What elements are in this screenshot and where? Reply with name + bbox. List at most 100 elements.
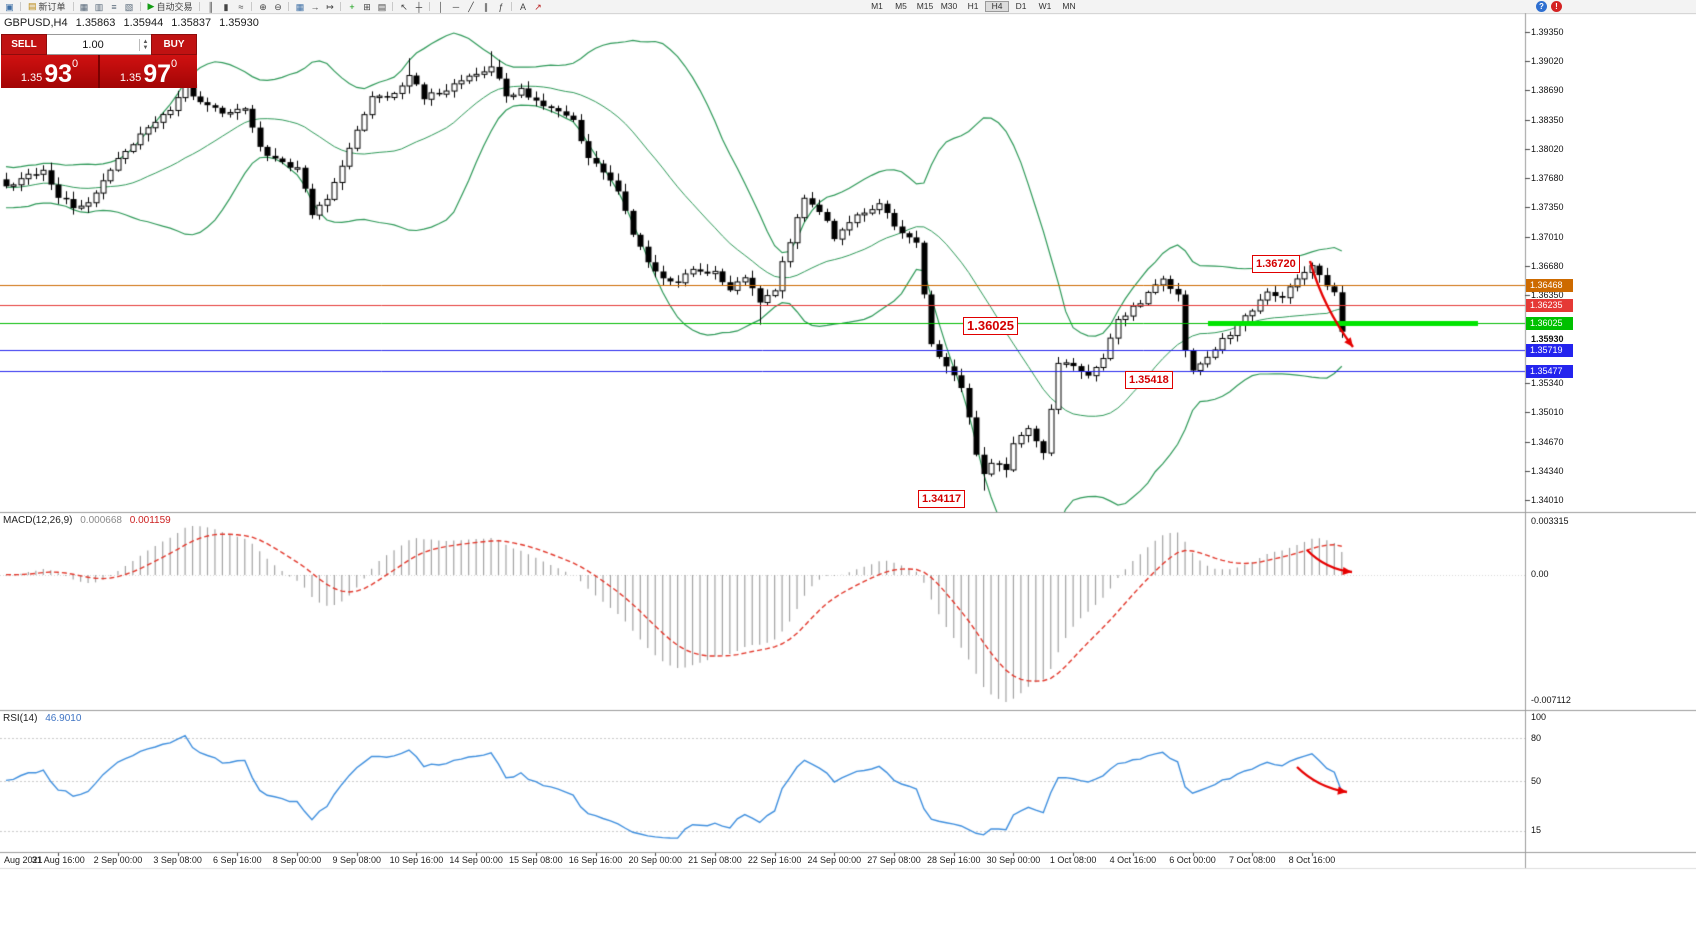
- tile-windows-icon[interactable]: ▦: [292, 1, 307, 13]
- toolbar-separator: [72, 2, 74, 11]
- help-icon[interactable]: ?: [1536, 1, 1547, 12]
- fibonacci-icon[interactable]: ƒ: [493, 1, 508, 13]
- quote-header: GBPUSD,H4 1.35863 1.35944 1.35837 1.3593…: [4, 17, 264, 29]
- timeframe-m15-button[interactable]: M15: [916, 1, 934, 11]
- auto-scroll-icon: →: [310, 1, 320, 12]
- buy-button[interactable]: BUY: [151, 34, 197, 55]
- crosshair-icon[interactable]: ┼: [411, 1, 426, 13]
- equidistant-channel-icon[interactable]: ∥: [478, 1, 493, 13]
- autotrading-button-label: 自动交易: [156, 2, 193, 12]
- terminal-icon: ▧: [124, 1, 134, 12]
- timeframe-h1-button[interactable]: H1: [967, 1, 979, 11]
- zoom-out-icon: ⊖: [274, 1, 282, 12]
- sell-button[interactable]: SELL: [1, 34, 47, 55]
- main-toolbar: ▣ ▤ 新订单 ▦ ▥ ≡ ▧ ▶ 自动交易 ║ ▮ ≈ ⊕ ⊖ ▦ → ↦ + ⊞ ▤ ↖ ┼ │ ─ ╱ ∥ ƒ A ↗: [0, 0, 1696, 13]
- horizontal-line-icon[interactable]: ─: [448, 1, 463, 13]
- zoom-in-icon: ⊕: [259, 1, 267, 12]
- vertical-line-icon: │: [438, 1, 444, 12]
- market-watch-icon: ▦: [79, 1, 89, 12]
- toolbar-separator: [139, 2, 141, 11]
- quote-low: 1.35837: [171, 17, 212, 29]
- equidistant-channel-icon: ∥: [483, 1, 489, 12]
- templates-icon[interactable]: ▤: [374, 1, 389, 13]
- new-chart-icon: ▣: [5, 1, 14, 12]
- toolbar-separator: [511, 2, 513, 11]
- line-chart-icon: ≈: [238, 1, 244, 12]
- market-watch-icon[interactable]: ▦: [77, 1, 92, 13]
- sell-price-point: 0: [72, 58, 79, 70]
- timeframe-toolbar: M1 M5 M15 M30 H1 H4 D1 W1 MN: [865, 1, 1081, 12]
- chart-shift-icon[interactable]: ↦: [322, 1, 337, 13]
- macd-signal-value: 0.001159: [129, 515, 171, 526]
- terminal-icon[interactable]: ▧: [122, 1, 137, 13]
- toolbar-separator: [199, 2, 201, 11]
- toolbar-separator: [340, 2, 342, 11]
- timeframe-m5-button[interactable]: M5: [895, 1, 907, 11]
- volume-spinner: ▲ ▼: [139, 38, 151, 51]
- one-click-trading-panel: SELL 1.00 ▲ ▼ BUY 1.35 93 0 1.35 97 0: [1, 34, 197, 88]
- macd-name: MACD(12,26,9): [3, 515, 73, 526]
- cursor-icon[interactable]: ↖: [396, 1, 411, 13]
- chart-shift-icon: ↦: [326, 1, 334, 12]
- toolbar-separator: [251, 2, 253, 11]
- text-label-icon[interactable]: A: [515, 1, 530, 13]
- volume-decrease-button[interactable]: ▼: [142, 44, 149, 51]
- rsi-axis-80: 80: [1531, 733, 1542, 743]
- zoom-in-icon[interactable]: ⊕: [255, 1, 270, 13]
- buy-price-pips: 97: [143, 60, 172, 88]
- vertical-line-icon[interactable]: │: [433, 1, 448, 13]
- periods-icon: ⊞: [363, 1, 371, 12]
- periods-icon[interactable]: ⊞: [359, 1, 374, 13]
- sell-price-pips: 93: [44, 60, 73, 88]
- sell-price-prefix: 1.35: [20, 72, 43, 84]
- line-chart-icon[interactable]: ≈: [233, 1, 248, 13]
- timeframe-h4-button[interactable]: H4: [985, 1, 1009, 12]
- timeframe-d1-button[interactable]: D1: [1015, 1, 1027, 11]
- macd-main-value: 0.000668: [80, 515, 122, 526]
- macd-label: MACD(12,26,9) 0.000668 0.001159: [3, 515, 176, 526]
- sell-price-display[interactable]: 1.35 93 0: [1, 55, 98, 88]
- fibonacci-icon: ƒ: [498, 1, 504, 12]
- timeframe-m1-button[interactable]: M1: [871, 1, 883, 11]
- auto-scroll-icon[interactable]: →: [307, 1, 322, 13]
- timeframe-mn-button[interactable]: MN: [1062, 1, 1076, 11]
- rsi-axis-15: 15: [1531, 825, 1542, 835]
- new-order-button-icon: ▤: [28, 1, 37, 11]
- new-chart-icon[interactable]: ▣: [2, 1, 17, 13]
- navigator-icon[interactable]: ≡: [107, 1, 122, 13]
- autotrading-button-icon: ▶: [147, 1, 155, 11]
- candlestick-chart-icon: ▮: [223, 1, 229, 12]
- macd-axis-zero: 0.00: [1531, 569, 1549, 579]
- trendline-icon[interactable]: ╱: [463, 1, 478, 13]
- arrows-icon: ↗: [534, 1, 542, 12]
- buy-price-display[interactable]: 1.35 97 0: [100, 55, 197, 88]
- autotrading-button[interactable]: ▶ 自动交易: [144, 1, 197, 13]
- zoom-out-icon[interactable]: ⊖: [270, 1, 285, 13]
- indicators-icon[interactable]: +: [344, 1, 359, 13]
- bar-chart-icon[interactable]: ║: [203, 1, 218, 13]
- horizontal-line-icon: ─: [452, 1, 460, 12]
- new-order-button[interactable]: ▤ 新订单: [24, 1, 70, 13]
- volume-input[interactable]: 1.00 ▲ ▼: [47, 34, 151, 55]
- arrows-icon[interactable]: ↗: [530, 1, 545, 13]
- crosshair-icon: ┼: [415, 1, 423, 12]
- candlestick-chart-icon[interactable]: ▮: [218, 1, 233, 13]
- templates-icon: ▤: [377, 1, 387, 12]
- rsi-name: RSI(14): [3, 713, 38, 724]
- rsi-value: 46.9010: [45, 713, 82, 724]
- rsi-axis-50: 50: [1531, 776, 1542, 786]
- navigator-icon: ≡: [111, 1, 117, 12]
- volume-value[interactable]: 1.00: [82, 38, 104, 51]
- cursor-icon: ↖: [400, 1, 408, 12]
- timeframe-m30-button[interactable]: M30: [940, 1, 958, 11]
- volume-increase-button[interactable]: ▲: [142, 38, 149, 45]
- toolbar-separator: [392, 2, 394, 11]
- text-label-icon: A: [519, 1, 526, 12]
- timeframe-w1-button[interactable]: W1: [1038, 1, 1052, 11]
- toolbar-separator: [429, 2, 431, 11]
- data-window-icon[interactable]: ▥: [92, 1, 107, 13]
- toolbar-separator: [20, 2, 21, 11]
- alerts-icon[interactable]: !: [1551, 1, 1562, 12]
